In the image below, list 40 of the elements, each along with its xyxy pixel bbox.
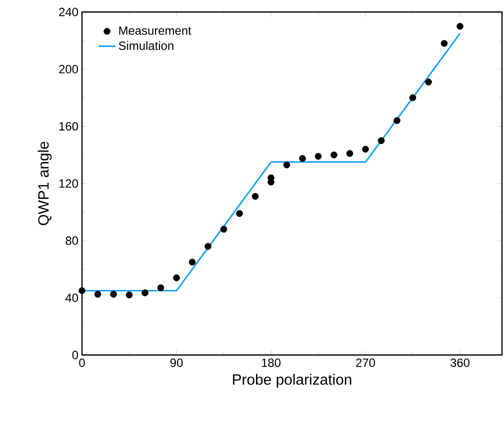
point <box>314 152 322 160</box>
y-tick-label: 80 <box>66 236 78 245</box>
legend-label: Simulation <box>118 41 174 50</box>
x-tick-label: 180 <box>262 358 281 367</box>
legend-label: Measurement <box>119 26 192 35</box>
point <box>252 192 259 200</box>
point <box>220 226 228 233</box>
x-tick-label: 270 <box>356 358 376 367</box>
point <box>110 290 117 298</box>
point <box>126 292 133 298</box>
y-tick-label: 40 <box>65 294 78 302</box>
point <box>157 284 164 292</box>
x-tick-label: 360 <box>450 358 470 367</box>
point <box>362 146 369 153</box>
y-tick-label: 240 <box>59 8 78 16</box>
point <box>236 210 243 217</box>
point <box>409 94 416 102</box>
point <box>394 117 400 124</box>
point <box>204 242 212 250</box>
y-tick-label: 0 <box>72 350 78 360</box>
point <box>346 150 354 157</box>
point <box>378 137 385 144</box>
y-tick-label: 160 <box>59 122 78 131</box>
point <box>188 258 196 266</box>
y-axis-title: QWP1 angle <box>38 142 52 226</box>
point <box>425 78 432 86</box>
point <box>456 22 464 30</box>
point <box>142 289 148 296</box>
point <box>78 287 86 294</box>
y-tick-label: 120 <box>59 179 78 188</box>
y-tick-label: 200 <box>59 64 78 74</box>
point <box>440 40 448 47</box>
point <box>283 162 290 168</box>
x-tick-label: 90 <box>170 358 183 367</box>
point <box>299 155 306 162</box>
x-tick-label: 0 <box>79 358 85 367</box>
point <box>330 152 338 158</box>
x-axis-title: Probe polarization <box>232 374 352 388</box>
point <box>94 290 102 298</box>
point <box>173 274 180 282</box>
